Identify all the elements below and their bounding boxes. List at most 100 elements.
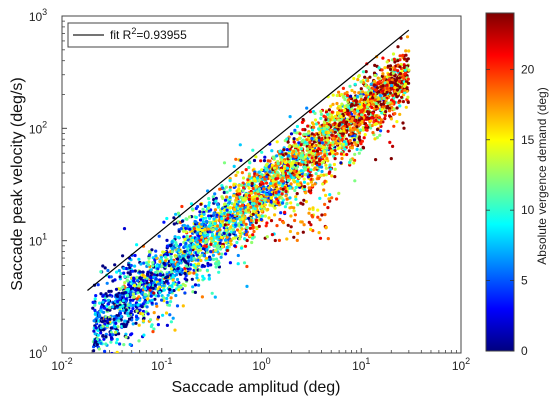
scatter-point (170, 240, 174, 244)
scatter-point (143, 300, 147, 304)
scatter-point (269, 200, 273, 204)
scatter-point (114, 321, 118, 325)
scatter-point (148, 253, 152, 257)
scatter-point (172, 222, 176, 226)
scatter-point (373, 137, 377, 141)
scatter-point (385, 75, 389, 79)
scatter-point (203, 234, 207, 238)
scatter-point (118, 293, 122, 297)
scatter-point (247, 174, 251, 178)
scatter-point (358, 123, 362, 127)
scatter-point (339, 109, 343, 113)
scatter-point (203, 223, 208, 227)
scatter-point (335, 93, 339, 98)
scatter-point (407, 49, 411, 53)
scatter-point (308, 173, 312, 177)
scatter-point (339, 152, 343, 156)
scatter-point (160, 281, 164, 285)
scatter-point (93, 297, 97, 301)
scatter-point (403, 82, 408, 86)
scatter-point (122, 227, 127, 231)
scatter-point (251, 212, 255, 216)
scatter-point (331, 93, 335, 97)
scatter-point (318, 196, 322, 200)
scatter-point (109, 340, 113, 344)
scatter-point (121, 291, 126, 295)
scatter-point (149, 324, 153, 329)
scatter-point (398, 72, 402, 76)
scatter-point (208, 230, 212, 234)
scatter-point (99, 328, 103, 332)
scatter-point (268, 181, 273, 186)
scatter-point (369, 116, 374, 120)
scatter-point (238, 229, 242, 233)
scatter-point (106, 302, 110, 306)
scatter-point (363, 96, 367, 100)
scatter-point (374, 105, 378, 109)
scatter-point (277, 238, 281, 242)
scatter-point (230, 214, 234, 218)
scatter-point (291, 157, 296, 161)
scatter-point (333, 175, 337, 179)
scatter-point (224, 185, 228, 189)
scatter-point (189, 202, 194, 206)
scatter-point (254, 211, 258, 215)
scatter-point (133, 269, 137, 273)
scatter-point (103, 349, 107, 353)
colorbar-gradient (485, 12, 515, 352)
scatter-point (141, 319, 146, 323)
scatter-point (388, 140, 392, 144)
scatter-point (198, 232, 203, 236)
legend-label: fit R2=0.93955 (110, 26, 187, 42)
scatter-point (149, 271, 153, 275)
scatter-point (146, 297, 150, 301)
scatter-point (147, 294, 151, 298)
scatter-point (142, 333, 146, 337)
scatter-point (198, 210, 202, 214)
scatter-point (260, 204, 264, 208)
y-tick-label: 103 (29, 7, 47, 24)
scatter-point (323, 115, 327, 119)
scatter-point (131, 292, 135, 296)
scatter-point (248, 161, 252, 165)
scatter-point (234, 223, 238, 227)
scatter-point (253, 179, 257, 183)
scatter-point (225, 190, 229, 194)
scatter-point (119, 314, 123, 318)
scatter-point (237, 187, 241, 191)
scatter-point (379, 102, 383, 106)
scatter-point (279, 187, 283, 191)
scatter-point (259, 159, 263, 163)
scatter-point (194, 215, 198, 219)
scatter-point (326, 206, 330, 210)
scatter-point (308, 140, 312, 144)
scatter-point (220, 217, 224, 221)
scatter-point (220, 252, 224, 256)
scatter-point (104, 332, 108, 336)
scatter-point (300, 120, 304, 124)
scatter-point (180, 219, 184, 223)
scatter-point (260, 168, 264, 172)
scatter-point (264, 168, 268, 172)
scatter-point (259, 217, 263, 222)
scatter-point (356, 140, 360, 144)
scatter-point (391, 71, 395, 75)
scatter-point (232, 219, 236, 223)
scatter-point (380, 111, 384, 115)
scatter-point (269, 192, 273, 197)
scatter-point (244, 194, 248, 198)
scatter-point (163, 259, 167, 263)
scatter-point (295, 238, 299, 242)
scatter-point (319, 112, 323, 116)
scatter-point (116, 299, 120, 304)
scatter-point (258, 175, 262, 179)
scatter-point (121, 299, 125, 303)
scatter-point (317, 127, 321, 131)
scatter-point (352, 138, 356, 142)
scatter-point (405, 35, 410, 39)
scatter-point (113, 263, 117, 267)
scatter-point (294, 197, 298, 201)
scatter-point (215, 202, 220, 207)
scatter-point (327, 197, 331, 201)
scatter-point (188, 243, 192, 247)
